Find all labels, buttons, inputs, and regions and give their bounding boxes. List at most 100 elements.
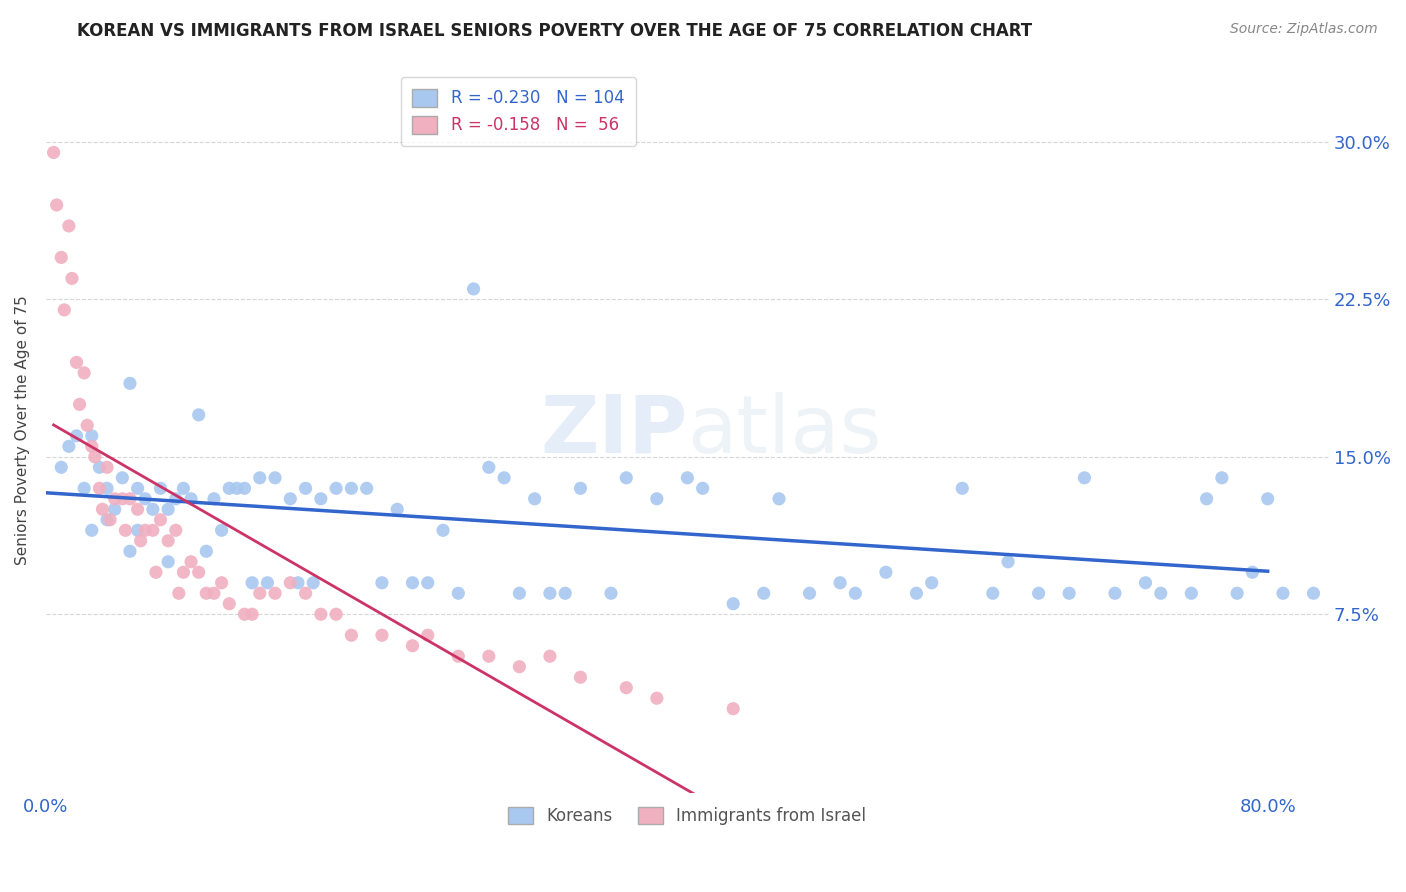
Point — [287, 575, 309, 590]
Point — [1333, 586, 1355, 600]
Point — [463, 282, 485, 296]
Point — [187, 408, 209, 422]
Point — [1073, 471, 1095, 485]
Point — [416, 575, 439, 590]
Point — [195, 586, 218, 600]
Point — [83, 450, 105, 464]
Point — [45, 198, 67, 212]
Point — [600, 586, 623, 600]
Point — [129, 533, 152, 548]
Point — [240, 575, 263, 590]
Point — [264, 586, 287, 600]
Point — [371, 628, 394, 642]
Point — [1271, 586, 1294, 600]
Point — [997, 555, 1019, 569]
Point — [180, 491, 202, 506]
Text: Source: ZipAtlas.com: Source: ZipAtlas.com — [1230, 22, 1378, 37]
Point — [149, 513, 172, 527]
Point — [302, 575, 325, 590]
Point — [614, 681, 637, 695]
Point — [768, 491, 790, 506]
Point — [1150, 586, 1173, 600]
Point — [645, 491, 668, 506]
Point — [1028, 586, 1050, 600]
Point — [225, 481, 247, 495]
Point — [494, 471, 516, 485]
Point — [157, 533, 180, 548]
Point — [1104, 586, 1126, 600]
Point — [58, 439, 80, 453]
Point — [80, 439, 103, 453]
Point — [340, 628, 363, 642]
Point — [69, 397, 91, 411]
Point — [187, 566, 209, 580]
Point — [96, 513, 118, 527]
Point — [127, 523, 149, 537]
Point — [981, 586, 1004, 600]
Point — [134, 491, 156, 506]
Point — [42, 145, 65, 160]
Point — [218, 481, 240, 495]
Point — [127, 502, 149, 516]
Point — [294, 586, 316, 600]
Point — [569, 481, 592, 495]
Point — [218, 597, 240, 611]
Point — [195, 544, 218, 558]
Point — [844, 586, 866, 600]
Point — [538, 649, 561, 664]
Point — [309, 491, 332, 506]
Point — [51, 460, 73, 475]
Point — [165, 523, 187, 537]
Legend: Koreans, Immigrants from Israel: Koreans, Immigrants from Israel — [498, 797, 876, 835]
Point — [614, 471, 637, 485]
Point — [1364, 586, 1386, 600]
Point — [325, 607, 347, 622]
Point — [508, 659, 530, 673]
Point — [264, 471, 287, 485]
Point — [233, 607, 256, 622]
Point — [96, 460, 118, 475]
Point — [478, 649, 501, 664]
Point — [157, 555, 180, 569]
Point — [278, 491, 301, 506]
Point — [523, 491, 546, 506]
Point — [875, 566, 897, 580]
Text: KOREAN VS IMMIGRANTS FROM ISRAEL SENIORS POVERTY OVER THE AGE OF 75 CORRELATION : KOREAN VS IMMIGRANTS FROM ISRAEL SENIORS… — [77, 22, 1032, 40]
Point — [538, 586, 561, 600]
Point — [180, 555, 202, 569]
Point — [65, 355, 87, 369]
Point — [73, 481, 96, 495]
Point — [104, 491, 127, 506]
Point — [554, 586, 576, 600]
Point — [340, 481, 363, 495]
Point — [1180, 586, 1202, 600]
Point — [118, 376, 141, 391]
Point — [256, 575, 278, 590]
Point — [111, 471, 134, 485]
Point — [447, 586, 470, 600]
Point — [416, 628, 439, 642]
Point — [1241, 566, 1264, 580]
Point — [240, 607, 263, 622]
Point — [401, 639, 423, 653]
Point — [278, 575, 301, 590]
Point — [65, 429, 87, 443]
Point — [167, 586, 190, 600]
Point — [98, 513, 121, 527]
Point — [325, 481, 347, 495]
Point — [478, 460, 501, 475]
Point — [401, 575, 423, 590]
Point — [1226, 586, 1249, 600]
Point — [118, 491, 141, 506]
Point — [1135, 575, 1157, 590]
Point — [118, 544, 141, 558]
Point — [58, 219, 80, 233]
Point — [569, 670, 592, 684]
Point — [96, 481, 118, 495]
Point — [432, 523, 454, 537]
Point — [60, 271, 83, 285]
Point — [1211, 471, 1233, 485]
Point — [202, 491, 225, 506]
Point — [309, 607, 332, 622]
Point — [80, 429, 103, 443]
